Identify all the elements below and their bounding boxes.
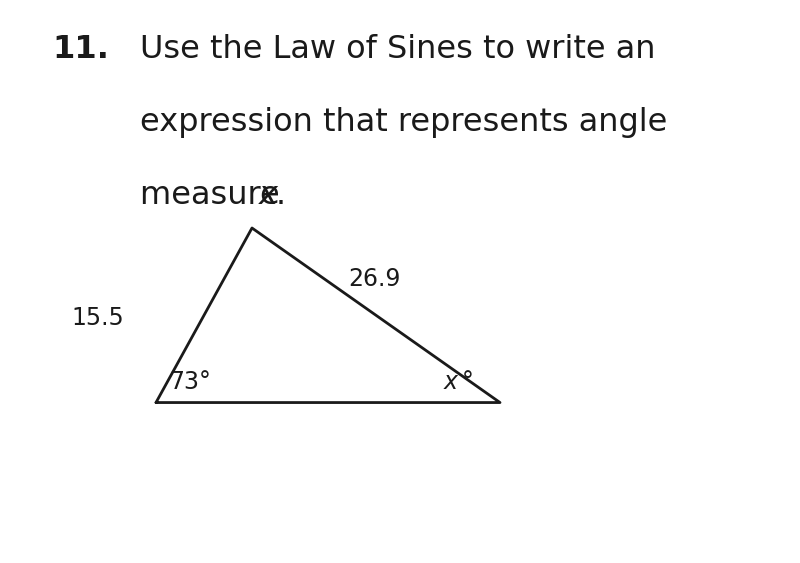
Text: .: . bbox=[276, 180, 286, 211]
Text: 11.: 11. bbox=[52, 34, 109, 65]
Text: x: x bbox=[258, 180, 278, 211]
Text: 73°: 73° bbox=[170, 370, 211, 394]
Text: x: x bbox=[444, 370, 458, 394]
Text: 15.5: 15.5 bbox=[71, 306, 124, 330]
Text: °: ° bbox=[462, 370, 474, 394]
Text: measure: measure bbox=[140, 180, 290, 211]
Text: 26.9: 26.9 bbox=[348, 267, 400, 291]
Text: Use the Law of Sines to write an: Use the Law of Sines to write an bbox=[140, 34, 655, 65]
Text: expression that represents angle: expression that represents angle bbox=[140, 107, 667, 138]
